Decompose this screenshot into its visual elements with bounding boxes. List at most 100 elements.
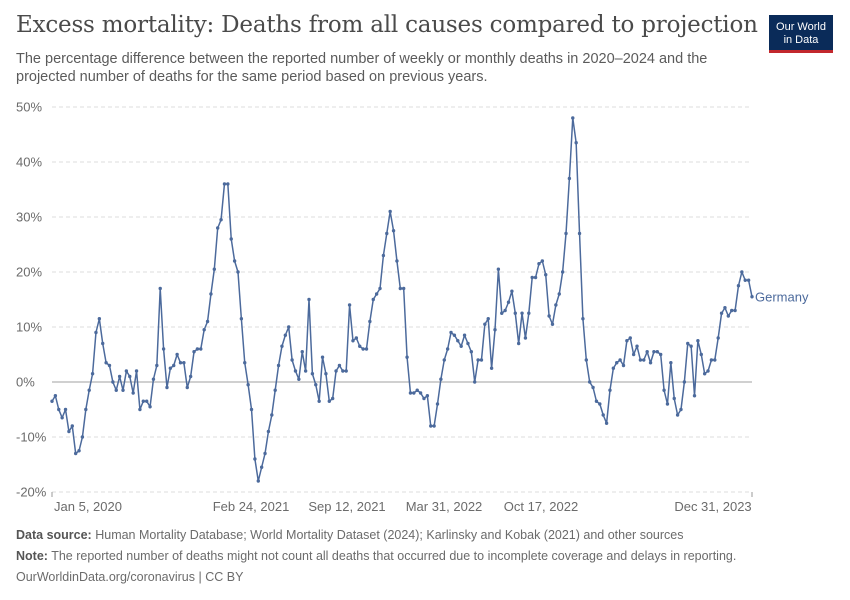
data-point: [310, 372, 315, 376]
data-point: [696, 339, 700, 343]
data-point: [161, 347, 166, 351]
data-point: [445, 347, 450, 351]
x-tick-label: Mar 31, 2022: [406, 499, 483, 514]
data-point: [564, 231, 568, 236]
data-point: [672, 396, 676, 401]
data-point: [361, 347, 365, 351]
data-point: [500, 311, 504, 315]
data-point: [493, 328, 497, 332]
data-point: [266, 429, 271, 434]
data-point: [104, 361, 108, 365]
data-point: [236, 270, 240, 274]
data-point: [621, 363, 626, 368]
data-point: [473, 380, 477, 384]
data-point: [249, 407, 254, 412]
data-point: [479, 358, 484, 362]
data-point: [608, 388, 612, 392]
data-point: [506, 300, 511, 304]
data-point: [503, 308, 507, 313]
data-point: [134, 369, 139, 373]
series-label-germany: Germany: [755, 289, 809, 304]
data-point: [675, 413, 680, 417]
data-point: [368, 319, 372, 324]
data-point: [466, 341, 470, 346]
data-point: [158, 286, 162, 291]
data-point: [730, 308, 734, 313]
data-point: [408, 391, 413, 395]
data-point: [73, 451, 78, 456]
data-point: [554, 303, 558, 307]
data-point: [740, 270, 744, 274]
data-point: [615, 361, 619, 365]
y-tick-label: 0%: [16, 375, 35, 390]
data-point: [97, 317, 102, 321]
data-point: [618, 358, 622, 362]
data-point: [94, 330, 98, 335]
data-point: [405, 355, 409, 359]
data-point: [557, 292, 561, 296]
y-tick-label: -20%: [16, 485, 47, 500]
chart-subtitle: The percentage difference between the re…: [16, 51, 708, 85]
data-point: [67, 429, 71, 434]
data-point: [530, 275, 534, 280]
data-point: [746, 278, 751, 282]
data-point: [513, 311, 517, 315]
data-point: [733, 308, 737, 313]
data-point: [398, 286, 403, 291]
y-tick-label: -10%: [16, 430, 47, 445]
data-point: [452, 333, 457, 337]
data-point: [550, 322, 555, 326]
data-point: [587, 380, 592, 384]
note: Note: The reported number of deaths migh…: [16, 549, 736, 563]
data-point: [175, 352, 179, 357]
data-point: [642, 358, 646, 362]
data-point: [314, 383, 318, 387]
data-point: [290, 358, 294, 362]
data-point: [537, 262, 541, 266]
data-point: [70, 424, 74, 428]
data-point: [141, 399, 146, 403]
data-source-label: Data source:: [16, 528, 92, 542]
data-point: [60, 416, 64, 420]
y-tick-label: 10%: [16, 320, 42, 335]
data-point: [63, 407, 68, 412]
data-point: [459, 344, 463, 348]
data-point: [381, 253, 386, 258]
data-point: [723, 306, 727, 310]
data-point: [645, 350, 649, 354]
data-point: [374, 292, 379, 296]
x-tick-label: Jan 5, 2020: [54, 499, 122, 514]
data-point: [243, 361, 247, 365]
data-point: [516, 341, 521, 346]
data-point: [456, 339, 460, 343]
data-point: [270, 413, 274, 417]
credit-link[interactable]: OurWorldinData.org/coronavirus | CC BY: [16, 570, 244, 584]
data-point: [293, 369, 298, 373]
data-point: [439, 377, 443, 381]
data-point: [547, 314, 551, 318]
data-point: [84, 407, 88, 412]
data-point: [80, 435, 85, 439]
data-point: [287, 325, 291, 329]
logo-line-2: in Data: [783, 34, 819, 46]
data-point: [533, 275, 538, 280]
data-point: [743, 278, 747, 282]
owid-logo[interactable]: Our World in Data: [769, 15, 833, 53]
data-point: [422, 396, 426, 401]
data-point: [577, 231, 582, 236]
data-point: [692, 394, 697, 398]
data-point: [330, 396, 335, 401]
data-point: [655, 350, 660, 354]
data-point: [435, 402, 440, 406]
data-point: [628, 336, 632, 340]
data-point: [229, 237, 233, 241]
data-point: [598, 402, 602, 406]
data-point: [303, 369, 308, 373]
data-point: [415, 388, 419, 392]
data-point: [253, 457, 257, 461]
data-point: [391, 229, 396, 233]
data-point: [77, 449, 81, 453]
data-point: [148, 405, 152, 409]
y-tick-label: 50%: [16, 100, 42, 115]
